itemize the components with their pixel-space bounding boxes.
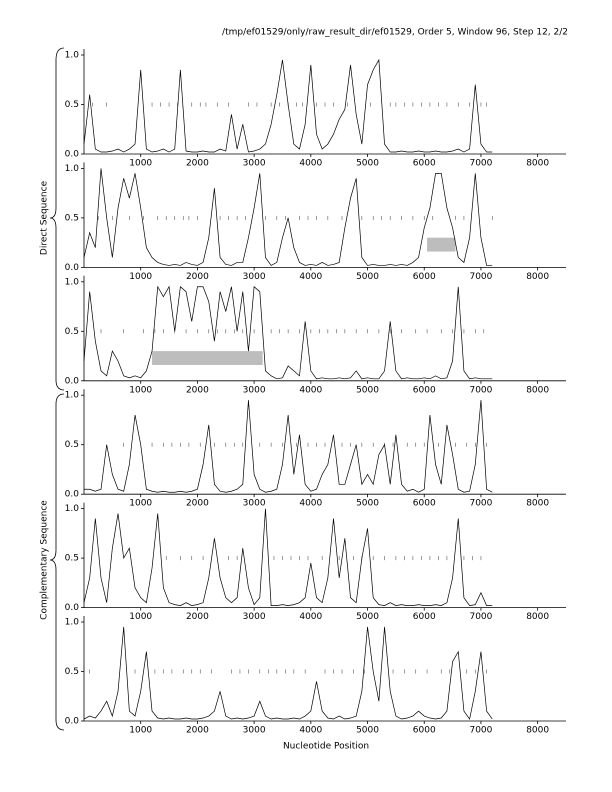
group-brace: [49, 393, 65, 731]
x-tick-label: 6000: [413, 272, 436, 282]
x-tick-label: 7000: [469, 159, 492, 169]
x-tick-label: 4000: [299, 726, 322, 736]
y-tick-label: 0.0: [65, 263, 80, 273]
x-tick-label: 2000: [186, 272, 209, 282]
x-tick-label: 5000: [356, 726, 379, 736]
y-tick-label: 0.0: [65, 150, 80, 160]
x-tick-label: 2000: [186, 159, 209, 169]
y-tick-label: 0.5: [65, 440, 79, 450]
group-brace: [49, 47, 65, 391]
x-tick-label: 5000: [356, 612, 379, 622]
y-tick-label: 1.0: [65, 504, 80, 514]
x-tick-label: 1000: [129, 726, 152, 736]
coding-potential-line: [83, 58, 493, 153]
x-tick-label: 5000: [356, 272, 379, 282]
x-tick-label: 4000: [299, 499, 322, 509]
x-tick-label: 8000: [526, 272, 549, 282]
x-tick-label: 2000: [186, 499, 209, 509]
x-tick-label: 3000: [243, 499, 266, 509]
x-tick-label: 3000: [243, 612, 266, 622]
x-tick-label: 8000: [526, 499, 549, 509]
coding-potential-line: [83, 168, 493, 266]
y-tick-label: 1.0: [65, 277, 80, 287]
y-tick-label: 1.0: [65, 51, 80, 61]
x-tick-label: 5000: [356, 385, 379, 395]
x-tick-label: 4000: [299, 159, 322, 169]
x-tick-label: 4000: [299, 385, 322, 395]
x-tick-label: 6000: [413, 612, 436, 622]
x-tick-label: 6000: [413, 726, 436, 736]
y-tick-label: 0.5: [65, 554, 79, 564]
x-tick-label: 5000: [356, 159, 379, 169]
x-tick-label: 1000: [129, 272, 152, 282]
page-title: /tmp/ef01529/only/raw_result_dir/ef01529…: [222, 28, 568, 38]
x-tick-label: 3000: [243, 726, 266, 736]
x-axis-label: Nucleotide Position: [283, 742, 369, 752]
y-tick-label: 0.5: [65, 327, 79, 337]
coding-potential-line: [83, 285, 493, 380]
x-tick-label: 7000: [469, 726, 492, 736]
region-box: [427, 237, 456, 252]
x-tick-label: 7000: [469, 612, 492, 622]
x-tick-label: 1000: [129, 159, 152, 169]
y-tick-label: 1.0: [65, 164, 80, 174]
y-tick-label: 0.0: [65, 717, 80, 727]
x-tick-label: 4000: [299, 612, 322, 622]
group-label: Direct Sequence: [40, 180, 50, 255]
y-tick-label: 0.5: [65, 100, 79, 110]
y-tick-label: 0.0: [65, 490, 80, 500]
x-tick-label: 8000: [526, 159, 549, 169]
coding-potential-line: [84, 400, 493, 493]
y-tick-label: 0.0: [65, 603, 80, 613]
x-tick-label: 1000: [129, 385, 152, 395]
x-tick-label: 6000: [413, 385, 436, 395]
y-tick-label: 0.5: [65, 213, 79, 223]
x-tick-label: 8000: [526, 726, 549, 736]
y-tick-label: 0.0: [65, 376, 80, 386]
x-tick-label: 7000: [469, 385, 492, 395]
region-box: [152, 351, 263, 365]
x-tick-label: 4000: [299, 272, 322, 282]
y-tick-label: 1.0: [65, 618, 80, 628]
x-tick-label: 3000: [243, 385, 266, 395]
x-tick-label: 3000: [243, 159, 266, 169]
x-tick-label: 6000: [413, 159, 436, 169]
y-tick-label: 1.0: [65, 391, 80, 401]
x-tick-label: 8000: [526, 385, 549, 395]
x-tick-label: 8000: [526, 612, 549, 622]
group-label: Complementary Sequence: [40, 500, 50, 620]
x-tick-label: 6000: [413, 499, 436, 509]
x-tick-label: 5000: [356, 499, 379, 509]
x-tick-label: 7000: [469, 272, 492, 282]
x-tick-label: 2000: [186, 385, 209, 395]
x-tick-label: 1000: [129, 612, 152, 622]
y-tick-label: 0.5: [65, 667, 79, 677]
coding-potential-line: [83, 626, 493, 720]
x-tick-label: 3000: [243, 272, 266, 282]
x-tick-label: 7000: [469, 499, 492, 509]
x-tick-label: 1000: [129, 499, 152, 509]
x-tick-label: 2000: [186, 612, 209, 622]
coding-potential-line: [83, 508, 493, 607]
x-tick-label: 2000: [186, 726, 209, 736]
